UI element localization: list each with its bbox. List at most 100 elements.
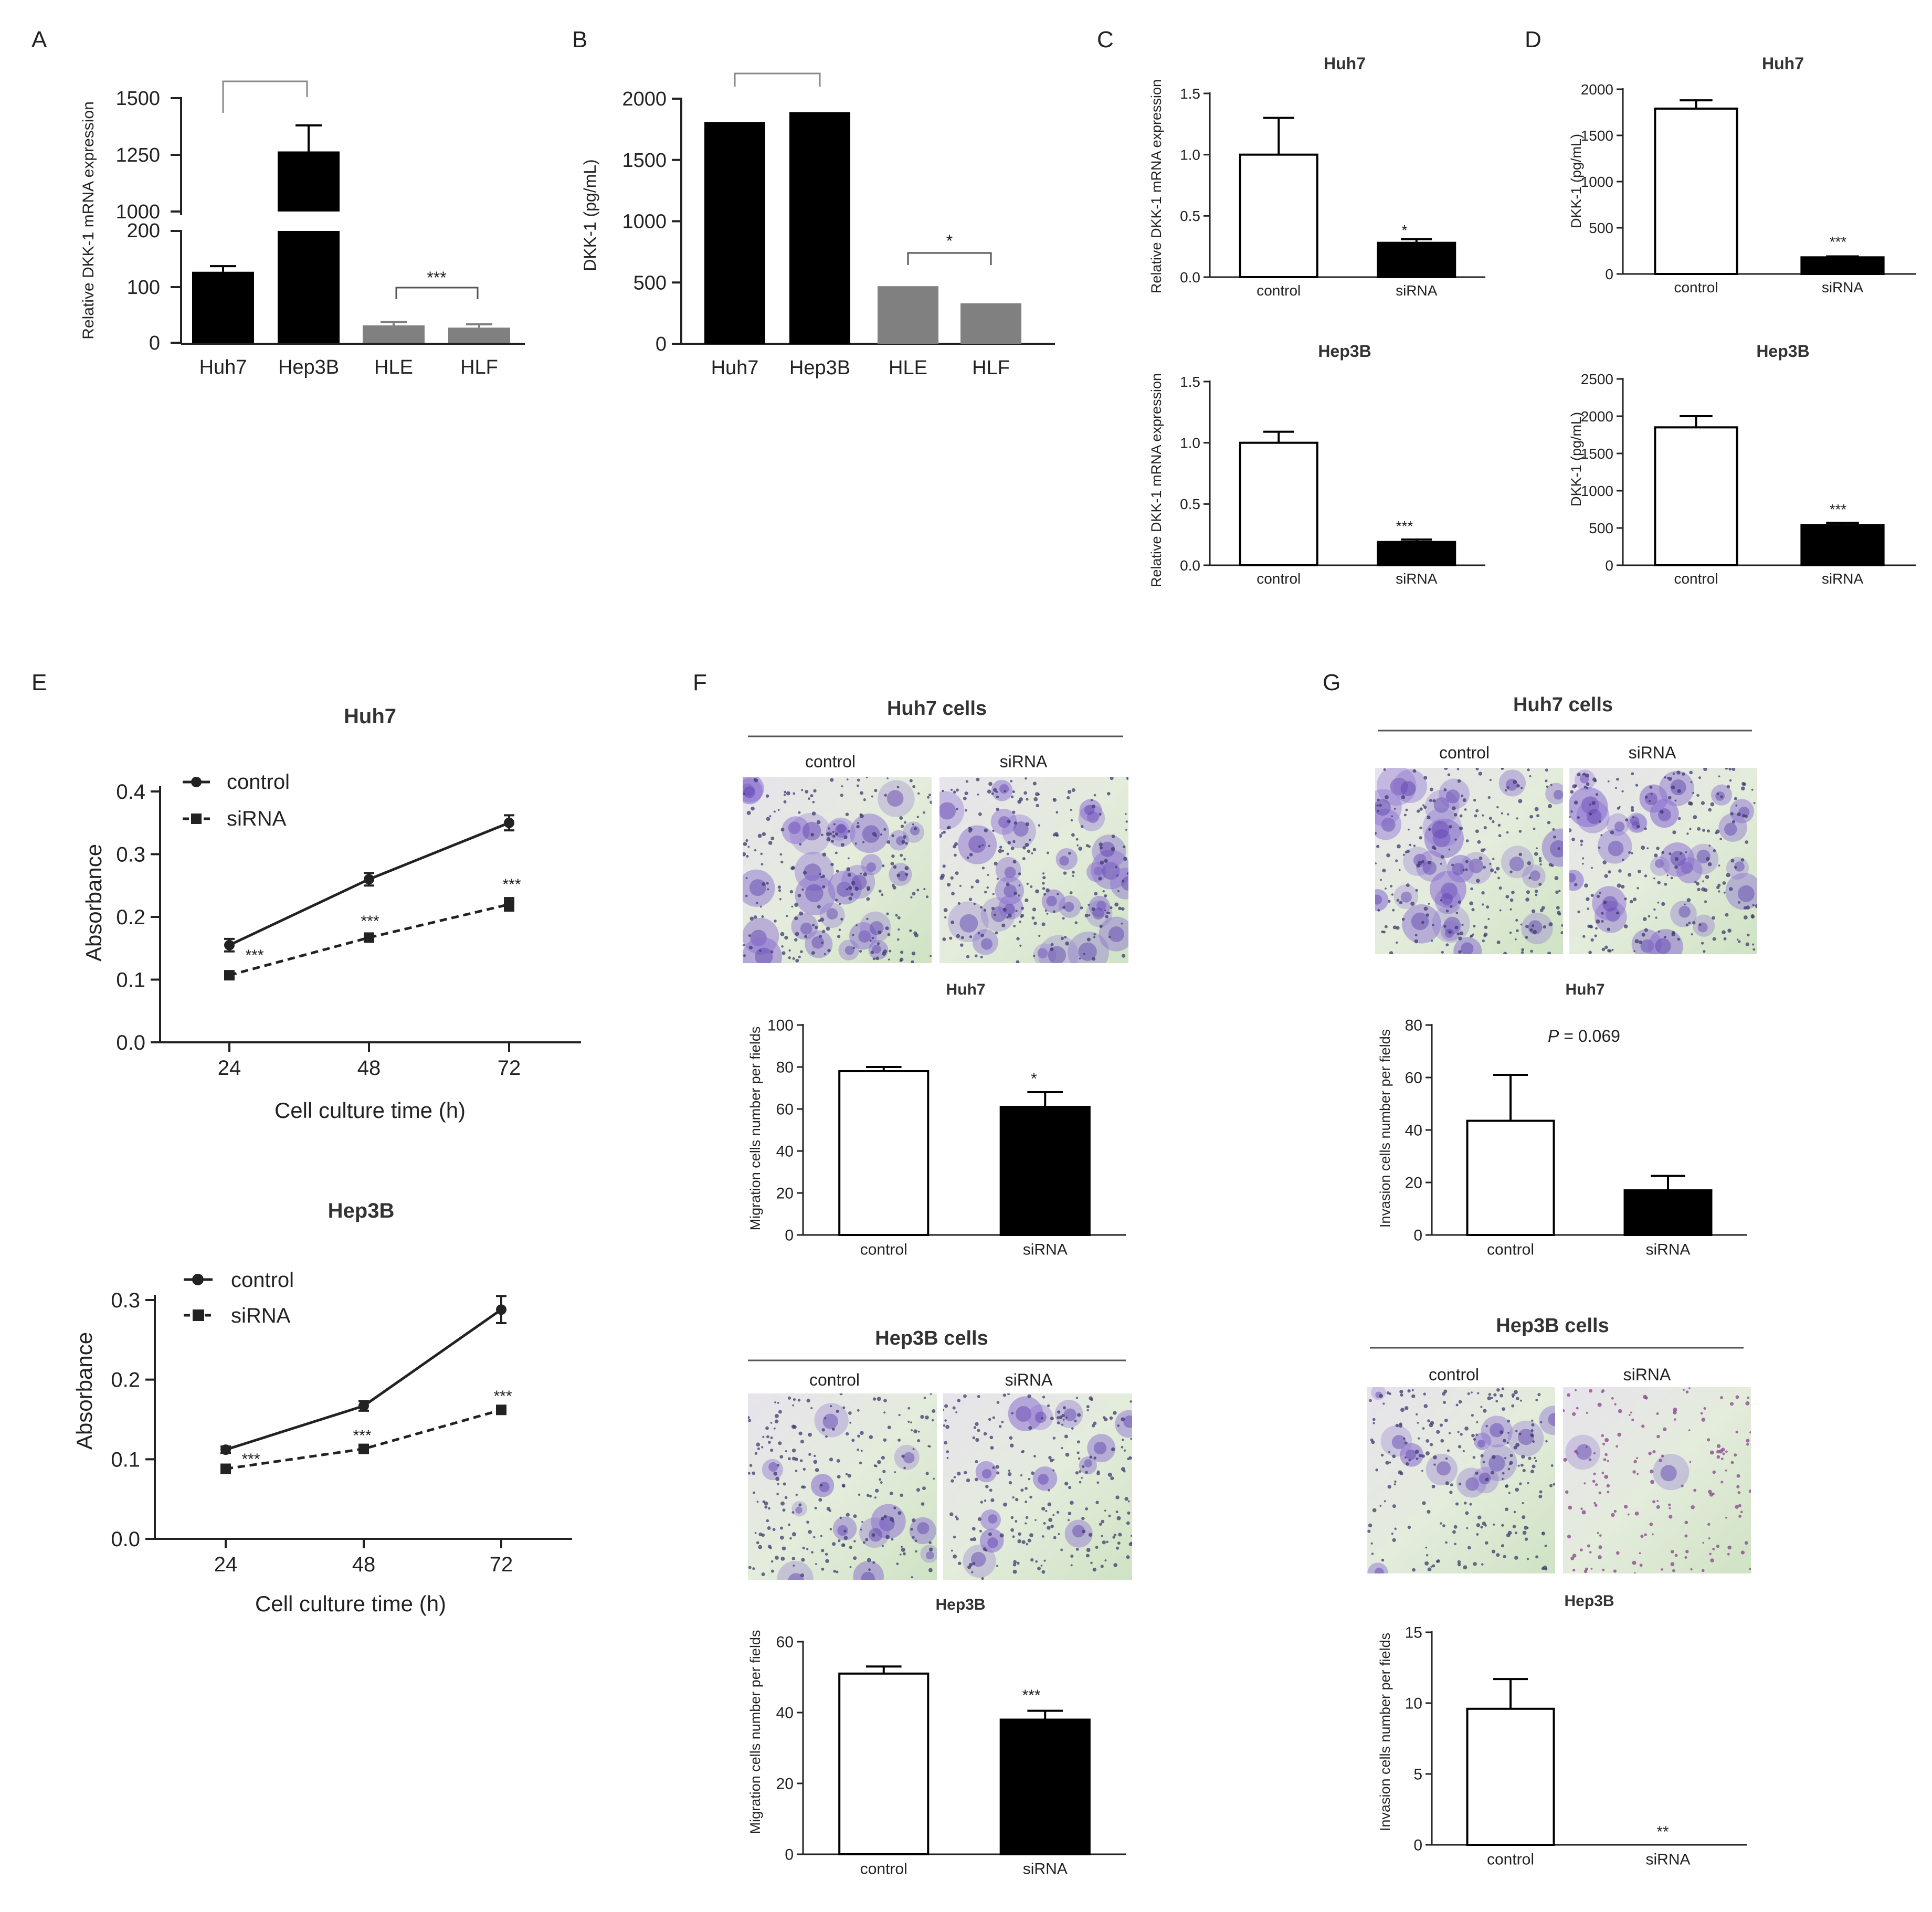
pore-dot: [1623, 924, 1628, 928]
pore-dot: [1104, 909, 1106, 912]
pore-dot: [1427, 1509, 1431, 1514]
pore-dot: [1114, 902, 1119, 907]
pore-dot: [837, 935, 841, 938]
cell-clump-core: [1374, 1567, 1384, 1573]
pore-dot: [745, 894, 748, 897]
pore-dot: [943, 1424, 946, 1427]
pore-dot: [1508, 1492, 1511, 1494]
pore-dot: [1482, 1461, 1485, 1464]
pore-dot: [954, 853, 957, 857]
pore-dot: [1534, 807, 1539, 811]
pore-dot: [980, 1501, 983, 1504]
pore-dot: [1487, 918, 1490, 920]
pore-dot: [1539, 863, 1542, 866]
pore-dot: [917, 792, 920, 795]
pore-dot: [1599, 820, 1601, 823]
y-tick-label: 0: [656, 333, 667, 355]
pore-dot: [1529, 815, 1534, 819]
pore-dot: [1720, 1396, 1723, 1399]
pore-dot: [1088, 1533, 1093, 1537]
panel-b-bracket-hle-hlf: [907, 252, 992, 265]
pore-dot: [749, 916, 754, 921]
pore-dot: [1092, 957, 1096, 961]
pore-dot: [743, 793, 745, 795]
cell-clump-core: [866, 862, 876, 872]
pore-dot: [1690, 781, 1693, 784]
y-tick-label: 0: [1413, 1837, 1422, 1854]
pore-dot: [1018, 1532, 1021, 1536]
pore-dot: [1666, 874, 1669, 876]
x-tick-label: siRNA: [1645, 1241, 1690, 1259]
pore-dot: [1722, 881, 1726, 885]
pore-dot: [1716, 1444, 1721, 1448]
pore-dot: [1684, 1556, 1687, 1559]
pore-dot: [1465, 860, 1469, 863]
pore-dot: [1467, 1392, 1470, 1396]
cell-clump-core: [1549, 840, 1563, 858]
pore-dot: [1465, 1511, 1469, 1515]
cell-clump-core: [861, 1571, 875, 1580]
pore-dot: [1723, 891, 1726, 894]
pore-dot: [1008, 1481, 1012, 1485]
pore-dot: [1453, 1525, 1458, 1529]
pore-dot: [791, 905, 794, 908]
pore-dot: [1477, 840, 1481, 844]
pore-dot: [990, 1446, 994, 1450]
cell-clump: [957, 825, 997, 864]
pore-dot: [1022, 857, 1026, 860]
pore-dot: [981, 844, 984, 847]
pore-dot: [1616, 1551, 1620, 1555]
pore-dot: [1447, 773, 1451, 776]
pore-dot: [996, 795, 999, 799]
pore-dot: [1698, 923, 1702, 926]
pore-dot: [1010, 1516, 1014, 1519]
pore-dot: [1078, 1457, 1081, 1460]
pore-dot: [1124, 1497, 1128, 1501]
pore-dot: [1091, 907, 1095, 911]
pore-dot: [872, 832, 877, 836]
pore-dot: [1671, 1550, 1674, 1554]
pore-dot: [898, 1438, 901, 1442]
pore-dot: [996, 807, 999, 811]
cell-clump-core: [987, 1537, 998, 1548]
pore-dot: [766, 882, 769, 885]
pore-dot: [1652, 1450, 1656, 1454]
cell-clump-core: [1608, 840, 1624, 857]
cell-clump: [1628, 814, 1648, 833]
pore-dot: [1488, 1393, 1492, 1396]
pore-dot: [1525, 925, 1529, 928]
pore-dot: [1380, 1453, 1384, 1457]
pore-dot: [1096, 1481, 1100, 1484]
pore-dot: [1415, 889, 1418, 892]
pore-dot: [912, 823, 914, 826]
pore-dot: [785, 1450, 787, 1453]
pore-dot: [1511, 1404, 1515, 1408]
cell-clump: [850, 814, 890, 853]
pore-dot: [1433, 1455, 1437, 1460]
pore-dot: [1532, 924, 1535, 927]
y-tick-label: 1.0: [1180, 435, 1200, 451]
cell-clump: [1626, 812, 1647, 833]
pore-dot: [1651, 793, 1653, 795]
cell-clump-core: [897, 871, 908, 882]
point-control: [358, 1400, 369, 1411]
pore-dot: [1395, 859, 1398, 862]
pore-dot: [953, 1554, 957, 1559]
pore-dot: [846, 1513, 850, 1517]
pore-dot: [1501, 1544, 1505, 1548]
pore-dot: [780, 1501, 785, 1506]
pore-dot: [1511, 891, 1515, 894]
panel-g-bottom-micro-sirna-label: siRNA: [1623, 1365, 1671, 1384]
pore-dot: [1057, 893, 1059, 895]
pore-dot: [803, 1485, 806, 1489]
pore-dot: [1431, 939, 1433, 942]
pore-dot: [813, 1536, 816, 1538]
pore-dot: [1632, 1560, 1637, 1565]
pore-dot: [1528, 1456, 1532, 1460]
panel-a-letter: A: [31, 27, 47, 52]
pore-dot: [1507, 1419, 1511, 1423]
pore-dot: [1726, 785, 1730, 789]
pore-dot: [1501, 812, 1504, 815]
pore-dot: [1480, 1406, 1483, 1408]
pore-dot: [1081, 1477, 1083, 1479]
